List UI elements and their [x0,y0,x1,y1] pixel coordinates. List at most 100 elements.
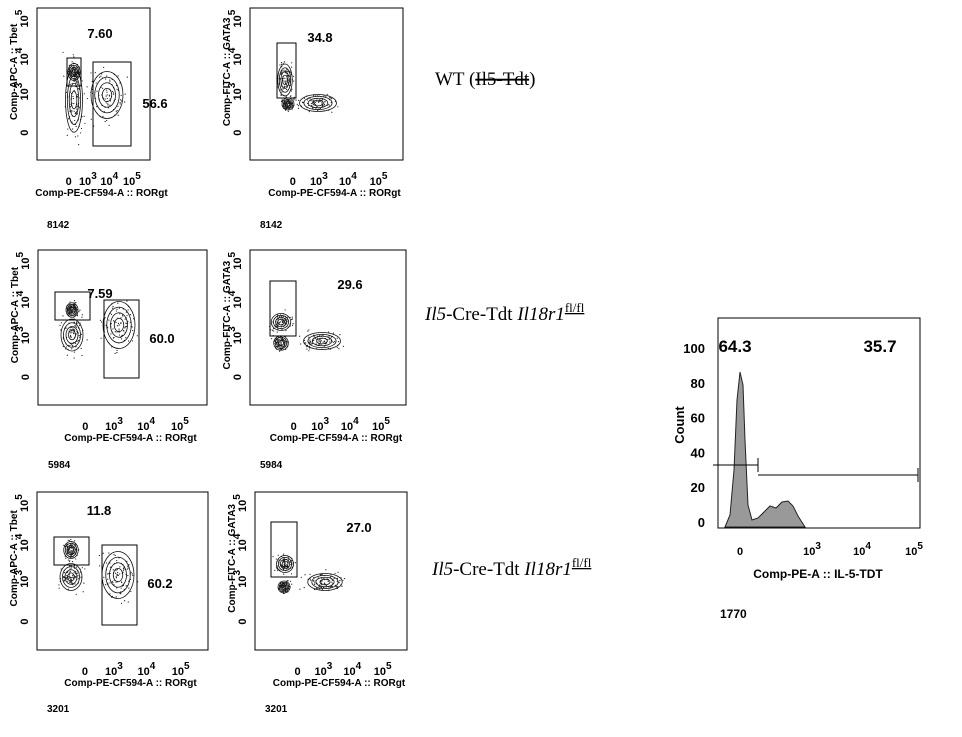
event-dot [287,316,289,318]
event-dot [126,560,128,562]
event-dot [113,93,115,95]
tick-base: 10 [339,176,351,188]
event-dot [80,347,82,350]
event-dot [72,97,75,100]
event-dot [116,349,118,351]
event-dot [120,99,122,101]
event-dot [117,322,120,325]
event-dot [334,572,336,575]
event-dot [74,71,77,74]
tick-exponent: 5 [15,252,26,258]
event-dot [124,326,126,328]
tick-exponent: 5 [382,171,388,182]
event-dot [114,352,116,354]
event-dot [125,337,127,339]
label-gene: Il5 [424,304,446,325]
event-dot [321,588,323,590]
event-dot [69,560,71,562]
tick-label: 100 [683,341,705,356]
event-dot [84,122,86,125]
label-gene: Il18r1 [516,304,565,325]
event-dot [62,315,64,317]
contour [281,560,289,568]
event-dot [83,115,85,117]
event-dot [284,322,286,324]
event-dot [100,75,102,77]
event-dot [110,333,112,335]
event-dot [285,80,287,82]
tick-base: 10 [232,88,244,100]
contour [278,67,292,93]
contour [64,542,78,558]
event-dot [332,341,334,344]
contour [279,558,291,570]
event-dot [279,342,281,344]
tick-base: 10 [374,666,386,678]
tick-base: 10 [19,88,31,100]
event-dot [109,566,112,568]
tick-exponent: 4 [113,171,119,182]
event-dot [118,324,120,326]
event-dot [279,321,282,323]
event-dot [71,582,73,584]
event-dot [136,335,138,337]
event-dot [293,80,295,82]
event-dot [277,569,279,572]
event-dot [75,333,77,335]
contour [90,71,124,119]
contour [299,94,337,112]
event-dot [309,573,311,575]
tick-label: 104 [138,661,156,678]
event-dot [100,321,103,323]
event-dot [68,574,70,576]
tick-base: 10 [171,421,183,433]
event-dot [71,348,73,350]
event-dot [310,341,312,344]
event-dot [277,314,279,316]
event-dot [73,102,75,105]
event-dot [325,569,327,571]
tick-exponent: 4 [14,47,25,53]
tick-label: 20 [691,480,705,495]
contour [70,90,78,110]
event-dot [77,339,80,342]
event-dot [314,583,316,586]
event-dot [120,94,122,96]
event-dot [103,97,105,99]
event-dot [128,340,130,342]
event-dot [76,105,79,107]
event-dot [78,107,81,109]
tick-base: 10 [232,258,244,270]
contour [277,318,285,326]
tick-label: 0 [294,666,300,678]
gate-line [713,458,919,482]
event-dot [326,93,328,95]
event-dot [108,552,110,554]
event-dot [109,81,111,83]
tick-base: 10 [370,176,382,188]
event-dot [127,575,129,577]
tick-exponent: 5 [227,9,238,15]
tick-base: 10 [20,258,32,270]
event-dot [280,340,282,342]
event-dot [331,579,334,582]
event-dot [282,553,285,555]
event-dot [329,341,331,343]
contour [105,556,131,594]
event-dot [274,569,276,571]
event-dot [66,134,68,137]
event-dot [94,72,96,74]
event-dot [128,564,130,566]
event-dot [318,101,320,103]
tick-exponent: 4 [865,541,871,552]
event-dot [306,344,309,346]
contour [66,544,76,556]
event-dot [132,330,134,332]
tick-exponent: 3 [324,416,330,427]
event-dot [299,335,301,337]
event-dot [336,346,338,349]
contour [311,335,333,347]
histogram-curve [724,371,806,528]
event-dot [123,330,125,332]
event-dot [285,329,287,332]
